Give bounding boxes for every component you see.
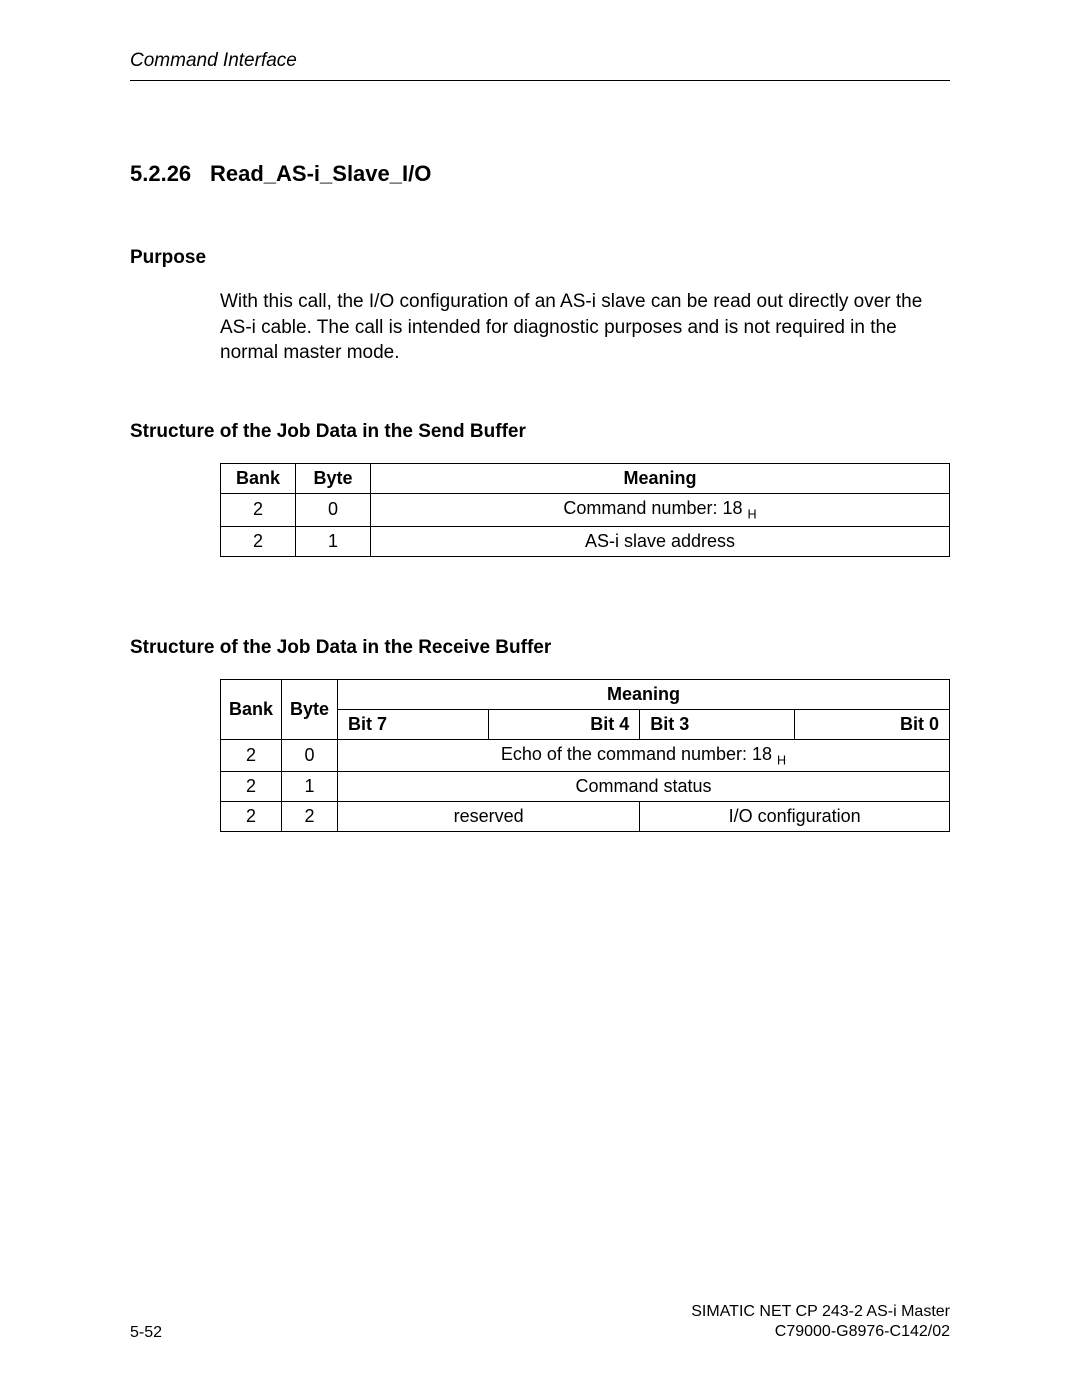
table-row: 2 0 Command number: 18 H <box>221 493 950 526</box>
cell-reserved: reserved <box>338 802 640 832</box>
cell-io-config: I/O configuration <box>640 802 950 832</box>
col-bit3: Bit 3 <box>640 709 795 739</box>
section-heading: 5.2.26 Read_AS-i_Slave_I/O <box>130 161 950 187</box>
cell-bank: 2 <box>221 739 282 772</box>
page-footer: 5-52 SIMATIC NET CP 243-2 AS-i Master C7… <box>130 1302 950 1342</box>
purpose-heading: Purpose <box>130 247 950 269</box>
meaning-text: Command number: 18 <box>563 498 747 518</box>
page-number: 5-52 <box>130 1324 162 1342</box>
subscript: H <box>777 753 786 767</box>
subscript: H <box>747 508 756 522</box>
col-bit4: Bit 4 <box>489 709 640 739</box>
col-bank: Bank <box>221 463 296 493</box>
meaning-text: Echo of the command number: 18 <box>501 744 777 764</box>
cell-byte: 2 <box>282 802 338 832</box>
col-meaning: Meaning <box>338 679 950 709</box>
table-row: 2 1 Command status <box>221 772 950 802</box>
col-bit7: Bit 7 <box>338 709 489 739</box>
cell-byte: 0 <box>282 739 338 772</box>
cell-bank: 2 <box>221 526 296 556</box>
col-meaning: Meaning <box>371 463 950 493</box>
page: Command Interface 5.2.26 Read_AS-i_Slave… <box>0 0 1080 1397</box>
table-header-row: Bank Byte Meaning <box>221 679 950 709</box>
section-number: 5.2.26 <box>130 161 210 187</box>
send-heading: Structure of the Job Data in the Send Bu… <box>130 421 950 443</box>
footer-right: SIMATIC NET CP 243-2 AS-i Master C79000-… <box>691 1302 950 1342</box>
footer-docnum: C79000-G8976-C142/02 <box>691 1322 950 1342</box>
cell-bank: 2 <box>221 772 282 802</box>
col-byte: Byte <box>282 679 338 739</box>
receive-heading: Structure of the Job Data in the Receive… <box>130 637 950 659</box>
cell-bank: 2 <box>221 493 296 526</box>
cell-meaning: Echo of the command number: 18 H <box>338 739 950 772</box>
section-title: Read_AS-i_Slave_I/O <box>210 161 431 187</box>
send-table-wrap: Bank Byte Meaning 2 0 Command number: 18… <box>220 463 950 557</box>
col-bit0: Bit 0 <box>795 709 950 739</box>
receive-table-wrap: Bank Byte Meaning Bit 7 Bit 4 Bit 3 Bit … <box>220 679 950 833</box>
cell-bank: 2 <box>221 802 282 832</box>
cell-meaning: Command number: 18 H <box>371 493 950 526</box>
table-row: 2 0 Echo of the command number: 18 H <box>221 739 950 772</box>
col-bank: Bank <box>221 679 282 739</box>
table-row: 2 1 AS-i slave address <box>221 526 950 556</box>
table-header-row: Bank Byte Meaning <box>221 463 950 493</box>
running-header: Command Interface <box>130 50 950 81</box>
cell-byte: 0 <box>296 493 371 526</box>
footer-product: SIMATIC NET CP 243-2 AS-i Master <box>691 1302 950 1322</box>
cell-byte: 1 <box>296 526 371 556</box>
cell-meaning: Command status <box>338 772 950 802</box>
table-row: 2 2 reserved I/O configuration <box>221 802 950 832</box>
col-byte: Byte <box>296 463 371 493</box>
purpose-text: With this call, the I/O configuration of… <box>220 289 950 366</box>
send-table: Bank Byte Meaning 2 0 Command number: 18… <box>220 463 950 557</box>
cell-meaning: AS-i slave address <box>371 526 950 556</box>
receive-table: Bank Byte Meaning Bit 7 Bit 4 Bit 3 Bit … <box>220 679 950 833</box>
cell-byte: 1 <box>282 772 338 802</box>
